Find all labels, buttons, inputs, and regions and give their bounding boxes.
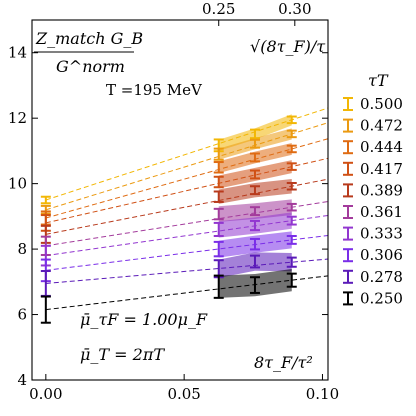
legend-label: 0.361 xyxy=(360,203,403,221)
series-0-389-point-2 xyxy=(249,185,260,196)
legend-entry-0-306: 0.306 xyxy=(343,246,403,264)
series-0-361-point-1 xyxy=(213,207,224,221)
legend-entry-0-333: 0.333 xyxy=(343,225,403,243)
legend-label: 0.278 xyxy=(360,268,403,286)
series-0-444-fit-line xyxy=(45,138,329,219)
series-0-361-point-3 xyxy=(286,202,297,212)
series-0-250-extrapolated-point xyxy=(40,295,51,324)
legend-entry-0-278: 0.278 xyxy=(343,268,403,286)
legend-entry-0-472: 0.472 xyxy=(343,117,403,135)
legend-label: 0.306 xyxy=(360,246,403,264)
scheme-mu-T: μ̄_T = 2πT xyxy=(80,345,165,364)
x2-tick-label-1: 0.30 xyxy=(278,0,311,18)
x2-tick-label-0: 0.25 xyxy=(202,0,235,18)
series-0-444-point-3 xyxy=(286,144,297,154)
title-denominator: G^norm xyxy=(56,57,125,76)
legend-entry-0-389: 0.389 xyxy=(343,181,403,199)
legend-title: τT xyxy=(368,71,389,90)
series-0-361-point-2 xyxy=(249,206,260,217)
y-tick-label-12: 12 xyxy=(8,109,27,127)
series-0-306-fit-line xyxy=(45,234,329,271)
series-0-278-point-2 xyxy=(249,254,260,269)
scheme-mu-tauF: μ̄_τF = 1.00μ_F xyxy=(80,310,208,329)
fit-line-layer xyxy=(45,107,329,311)
series-0-472-point-1 xyxy=(213,147,224,161)
legend-label: 0.333 xyxy=(360,225,403,243)
series-0-333-point-1 xyxy=(213,221,224,237)
series-0-417-point-1 xyxy=(213,175,224,189)
series-0-333-point-2 xyxy=(249,219,260,232)
series-0-500-extrapolated-point xyxy=(40,195,51,205)
x-tick-label-2: 0.10 xyxy=(306,385,339,403)
series-0-389-point-1 xyxy=(213,190,224,203)
y-tick-label-8: 8 xyxy=(17,240,27,258)
x-axis-label: 8τ_F/τ² xyxy=(254,353,313,372)
legend-label: 0.500 xyxy=(360,95,403,113)
series-0-333-point-3 xyxy=(286,215,297,226)
series-0-250-fit-line xyxy=(45,275,329,311)
series-0-389-point-3 xyxy=(286,181,297,191)
y-tick-label-14: 14 xyxy=(8,44,27,62)
errorbar-layer xyxy=(40,115,297,324)
series-0-417-fit-line xyxy=(45,157,329,224)
series-0-306-point-1 xyxy=(213,240,224,258)
legend-label: 0.472 xyxy=(360,117,403,135)
axes-frame xyxy=(31,19,329,381)
series-0-306-point-2 xyxy=(249,237,260,251)
series-0-472-point-3 xyxy=(286,129,297,139)
series-0-278-point-3 xyxy=(286,256,297,268)
series-0-417-point-2 xyxy=(249,169,260,180)
legend-label: 0.417 xyxy=(360,160,403,178)
legend-entry-0-500: 0.500 xyxy=(343,95,403,113)
y-tick-label-6: 6 xyxy=(17,306,27,324)
series-0-472-point-2 xyxy=(249,138,260,149)
series-0-500-point-3 xyxy=(286,115,297,125)
series-0-500-point-2 xyxy=(249,128,260,140)
legend-entry-0-444: 0.444 xyxy=(343,138,403,156)
x-tick-label-0: 0.00 xyxy=(29,385,62,403)
series-0-250-point-2 xyxy=(249,276,260,294)
temperature-label: T =195 MeV xyxy=(106,81,203,99)
legend-entry-0-361: 0.361 xyxy=(343,203,403,221)
y-tick-label-4: 4 xyxy=(17,371,27,389)
x-tick-label-1: 0.05 xyxy=(167,385,200,403)
y-tick-label-10: 10 xyxy=(8,175,27,193)
series-0-500-fit-line xyxy=(45,107,329,201)
series-0-278-fit-line xyxy=(45,258,329,284)
tick-layer: 4 6 8 10 12 14 0.00 0.05 0.10 0.25 0.30 xyxy=(8,0,339,403)
series-0-472-fit-line xyxy=(45,122,329,211)
series-0-250-point-3 xyxy=(286,272,297,288)
legend-entry-0-250: 0.250 xyxy=(343,289,403,307)
legend-entry-0-417: 0.417 xyxy=(343,160,403,178)
legend: 0.500 0.472 0.444 0.417 0.389 0.361 0.333 0.306… xyxy=(343,95,403,307)
series-0-444-point-2 xyxy=(249,152,260,163)
series-0-417-point-3 xyxy=(286,162,297,171)
title-numerator: Z_match G_B xyxy=(35,29,143,48)
x2-axis-label: √(8τ_F)/τ xyxy=(250,37,326,56)
series-0-306-point-3 xyxy=(286,235,297,245)
legend-label: 0.444 xyxy=(360,138,403,156)
legend-label: 0.389 xyxy=(360,181,403,199)
series-0-250-point-1 xyxy=(213,274,224,299)
series-0-444-point-1 xyxy=(213,161,224,174)
legend-label: 0.250 xyxy=(360,289,403,307)
